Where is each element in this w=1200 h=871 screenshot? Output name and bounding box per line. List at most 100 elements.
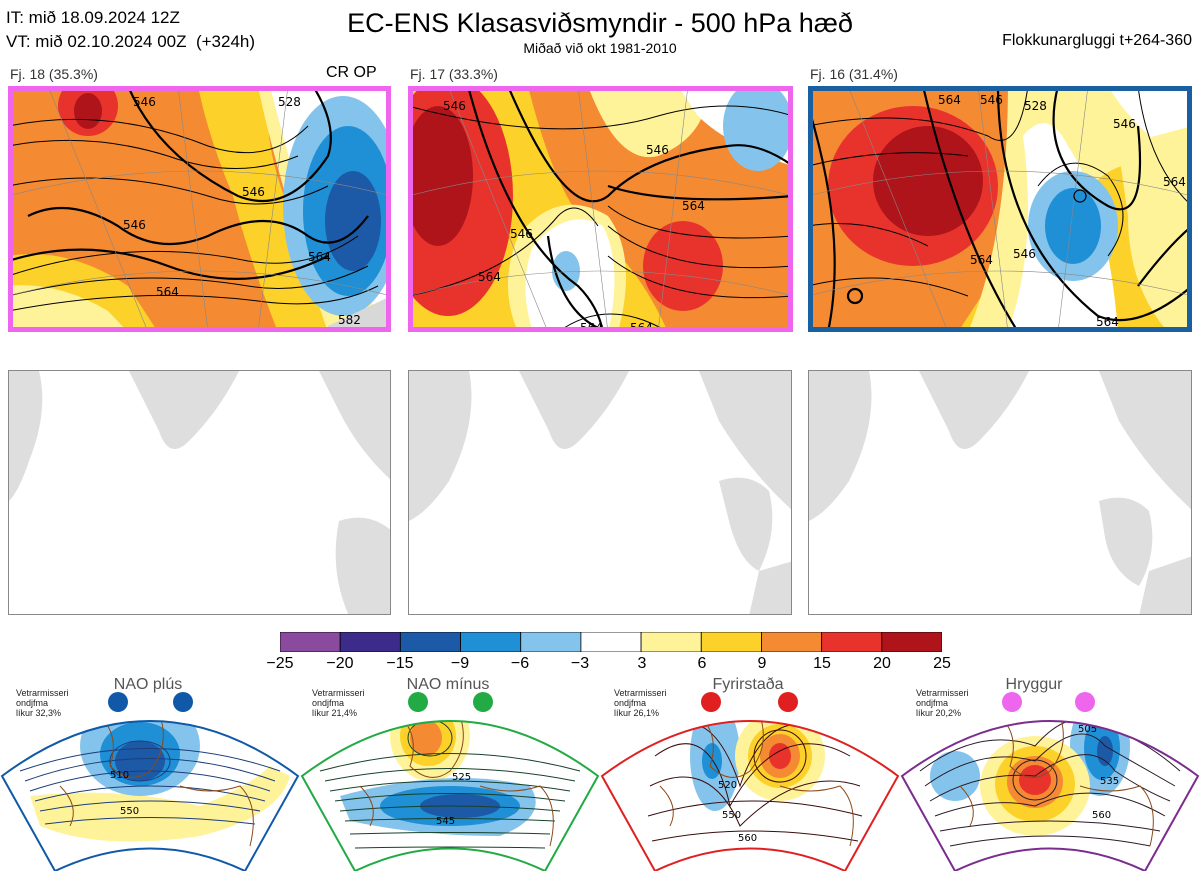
contour-label: 565 bbox=[446, 850, 465, 861]
base-map-1-land bbox=[9, 371, 390, 614]
colorbar-tick: −3 bbox=[570, 655, 590, 672]
it-line: IT: mið 18.09.2024 12Z bbox=[6, 8, 180, 27]
contour-label: 564 bbox=[1096, 315, 1119, 329]
regime-ridge: Hryggur Vetrarmisseri ondjfma líkur 20,2… bbox=[900, 676, 1200, 871]
regime-season-note: Vetrarmisseri ondjfma líkur 21,4% bbox=[312, 688, 365, 718]
contour-label: 564 bbox=[308, 250, 331, 264]
colorbar-swatch bbox=[339, 631, 401, 653]
regime-2-marker-a bbox=[408, 692, 428, 712]
regime-season-note: Vetrarmisseri ondjfma líkur 20,2% bbox=[916, 688, 969, 718]
regime-name: Hryggur bbox=[1005, 676, 1063, 693]
base-map-3 bbox=[808, 370, 1192, 615]
regime-name: NAO mínus bbox=[406, 676, 490, 693]
cluster-1-map: 546 528 546 546 564 564 582 bbox=[8, 86, 391, 332]
contour-label: 582 bbox=[338, 313, 361, 327]
contour-label: 564 bbox=[156, 285, 179, 299]
cluster-1-anomaly-field: 546 528 546 546 564 564 582 bbox=[8, 86, 391, 332]
colorbar-tick: −6 bbox=[510, 655, 530, 672]
contour-label: 564 bbox=[630, 321, 653, 332]
regime-season-note: Vetrarmisseri ondjfma líkur 32,3% bbox=[16, 688, 69, 718]
regime-2-edge bbox=[300, 720, 600, 871]
regime-season-note: Vetrarmisseri ondjfma líkur 26,1% bbox=[614, 688, 667, 718]
colorbar-tick: 20 bbox=[873, 655, 891, 672]
cluster-2-anomaly-field: 546 546 564 546 564 564 564 bbox=[408, 86, 793, 332]
regime-1-edge bbox=[0, 720, 300, 871]
base-map-2-land bbox=[409, 371, 791, 614]
regime-name: NAO plús bbox=[113, 676, 183, 693]
regime-1-map: 510 550 bbox=[0, 692, 300, 871]
colorbar-swatch bbox=[881, 631, 943, 653]
contour-label: 560 bbox=[1092, 810, 1111, 821]
regime-season: Vetrarmisseri bbox=[614, 688, 667, 698]
header-times: IT: mið 18.09.2024 12Z VT: mið 02.10.2024… bbox=[6, 6, 255, 54]
contour-label: 550 bbox=[722, 810, 741, 821]
contour-label: 528 bbox=[278, 95, 301, 109]
regime-probability: líkur 20,2% bbox=[916, 708, 962, 718]
regime-1-marker-b bbox=[173, 692, 193, 712]
colorbar-swatch bbox=[821, 631, 883, 653]
colorbar-tick: 15 bbox=[813, 655, 831, 672]
regime-blocking: Fyrirstaða Vetrarmisseri ondjfma líkur 2… bbox=[600, 676, 900, 871]
cluster-2-map: 546 546 564 546 564 564 564 bbox=[408, 86, 793, 332]
regime-name: Fyrirstaða bbox=[712, 676, 784, 693]
cluster-1-label: Fj. 18 (35.3%) bbox=[10, 66, 98, 82]
regime-nao-minus: NAO mínus Vetrarmisseri ondjfma líkur 21… bbox=[300, 676, 600, 871]
regime-months: ondjfma bbox=[312, 698, 345, 708]
contour-label: 546 bbox=[1113, 117, 1136, 131]
contour-label: 546 bbox=[443, 99, 466, 113]
regime-probability: líkur 32,3% bbox=[16, 708, 62, 718]
contour-label: 510 bbox=[110, 770, 129, 781]
colorbar-swatch bbox=[460, 631, 522, 653]
cluster-2-label: Fj. 17 (33.3%) bbox=[410, 66, 498, 82]
regime-probability: líkur 26,1% bbox=[614, 708, 660, 718]
regime-nao-plus: NAO plús Vetrarmisseri ondjfma líkur 32,… bbox=[0, 676, 300, 871]
vt-line: VT: mið 02.10.2024 00Z (+324h) bbox=[6, 32, 256, 51]
regime-months: ondjfma bbox=[614, 698, 647, 708]
contour-label: 546 bbox=[980, 93, 1003, 107]
page-subtitle: Miðað við okt 1981-2010 bbox=[523, 40, 677, 56]
cluster-3-anomaly-field: 564 546 528 546 564 564 546 564 bbox=[808, 86, 1192, 332]
regime-months: ondjfma bbox=[916, 698, 949, 708]
contour-label: 564 bbox=[682, 199, 705, 213]
colorbar-tick: −25 bbox=[266, 655, 294, 672]
regime-4-marker-a bbox=[1002, 692, 1022, 712]
colorbar-tick: 3 bbox=[637, 655, 647, 672]
cluster-1-frame bbox=[8, 86, 391, 332]
regime-2-map: 525 545 565 bbox=[300, 692, 600, 871]
contour-label: 546 bbox=[1013, 247, 1036, 261]
contour-label: 546 bbox=[510, 227, 533, 241]
regime-season: Vetrarmisseri bbox=[16, 688, 69, 698]
contour-label: 564 bbox=[938, 93, 961, 107]
base-map-1 bbox=[8, 370, 391, 615]
base-map-2 bbox=[408, 370, 792, 615]
page-title: EC-ENS Klasasviðsmyndir - 500 hPa hæð bbox=[347, 8, 853, 38]
cluster-3-label: Fj. 16 (31.4%) bbox=[810, 66, 898, 82]
contour-label: 550 bbox=[120, 806, 139, 817]
regime-3-map: 520 550 560 bbox=[600, 692, 900, 871]
colorbar-tick: 6 bbox=[697, 655, 707, 672]
colorbar-swatches bbox=[279, 631, 943, 653]
colorbar-swatch bbox=[279, 631, 341, 653]
colorbar-tick: 9 bbox=[757, 655, 767, 672]
contour-label: 525 bbox=[452, 772, 471, 783]
base-map-3-land bbox=[809, 371, 1191, 614]
contour-label: 564 bbox=[1163, 175, 1186, 189]
contour-label: 535 bbox=[1100, 776, 1119, 787]
colorbar bbox=[279, 631, 943, 653]
colorbar-swatch bbox=[580, 631, 642, 653]
contour-label: 546 bbox=[133, 95, 156, 109]
colorbar-ticks: −25 −20 −15 −9 −6 −3 3 6 9 15 20 25 bbox=[260, 655, 962, 677]
regime-3-marker-a bbox=[701, 692, 721, 712]
contour-label: 520 bbox=[718, 780, 737, 791]
colorbar-swatch bbox=[761, 631, 823, 653]
regime-1-marker-a bbox=[108, 692, 128, 712]
colorbar-tick: −20 bbox=[326, 655, 354, 672]
regime-season: Vetrarmisseri bbox=[916, 688, 969, 698]
regime-months: ondjfma bbox=[16, 698, 49, 708]
contour-label: 560 bbox=[738, 833, 757, 844]
contour-label: 564 bbox=[580, 321, 603, 332]
cluster-1-op-marker: CR OP bbox=[326, 64, 377, 81]
colorbar-swatch bbox=[700, 631, 762, 653]
colorbar-tick: 25 bbox=[933, 655, 951, 672]
regime-4-edge bbox=[900, 720, 1200, 871]
